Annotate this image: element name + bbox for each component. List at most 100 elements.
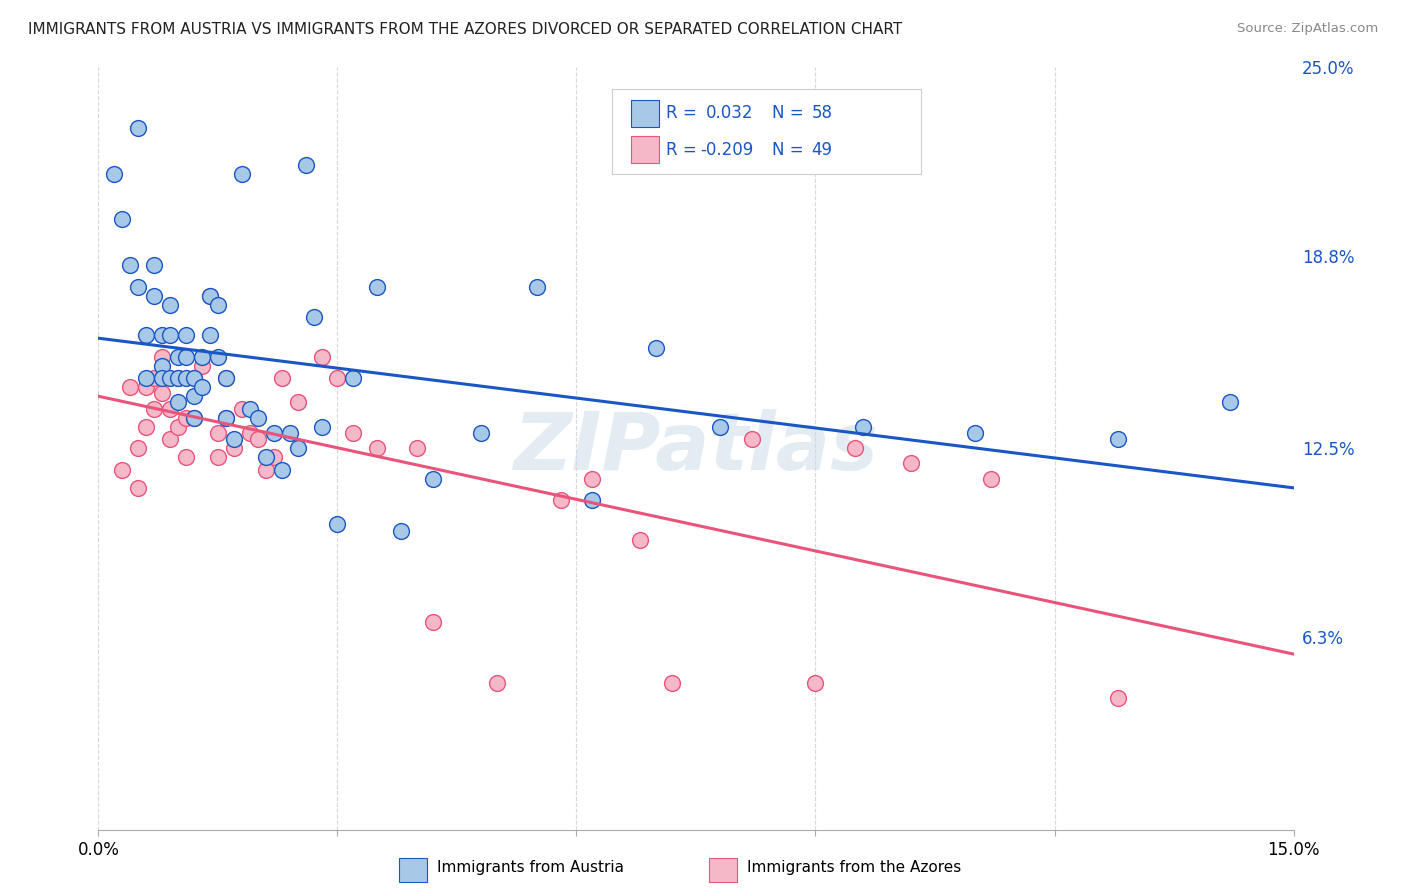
Text: IMMIGRANTS FROM AUSTRIA VS IMMIGRANTS FROM THE AZORES DIVORCED OR SEPARATED CORR: IMMIGRANTS FROM AUSTRIA VS IMMIGRANTS FR… xyxy=(28,22,903,37)
Text: 49: 49 xyxy=(811,141,832,159)
Point xyxy=(111,462,134,476)
Point xyxy=(207,350,229,364)
Point xyxy=(270,462,292,476)
Point xyxy=(127,279,149,293)
Point xyxy=(167,371,190,385)
Text: 58: 58 xyxy=(811,104,832,122)
Point xyxy=(302,310,325,324)
Point xyxy=(215,371,238,385)
Point xyxy=(326,371,349,385)
Point xyxy=(159,328,181,343)
Point xyxy=(135,328,157,343)
Point xyxy=(167,420,190,434)
Point xyxy=(159,432,181,446)
Text: 0.032: 0.032 xyxy=(706,104,754,122)
Point xyxy=(150,371,173,385)
Point xyxy=(422,472,444,486)
Point xyxy=(174,410,197,425)
Point xyxy=(287,441,309,455)
Point xyxy=(263,450,285,465)
Point xyxy=(215,410,238,425)
Point xyxy=(143,401,166,416)
Point xyxy=(661,676,683,690)
Point xyxy=(127,481,149,495)
Point xyxy=(174,328,197,343)
Point xyxy=(174,450,197,465)
Point xyxy=(198,289,221,303)
Point xyxy=(1107,691,1129,706)
Point xyxy=(422,615,444,629)
Point xyxy=(183,389,205,403)
Point xyxy=(963,425,986,440)
Point xyxy=(278,425,301,440)
Point xyxy=(270,371,292,385)
Point xyxy=(191,359,214,373)
Point xyxy=(150,386,173,401)
Point xyxy=(246,432,269,446)
Point xyxy=(174,350,197,364)
Point xyxy=(311,420,333,434)
Point xyxy=(311,350,333,364)
Point xyxy=(526,279,548,293)
Point xyxy=(485,676,508,690)
Point xyxy=(191,380,214,394)
Point xyxy=(167,395,190,409)
Point xyxy=(254,462,277,476)
Text: Immigrants from the Azores: Immigrants from the Azores xyxy=(747,861,960,875)
Point xyxy=(207,425,229,440)
Point xyxy=(287,395,309,409)
Point xyxy=(294,157,316,171)
Point xyxy=(207,298,229,312)
Point xyxy=(852,420,875,434)
Point xyxy=(143,289,166,303)
Point xyxy=(406,441,429,455)
Point xyxy=(1107,432,1129,446)
Point xyxy=(174,371,197,385)
Point xyxy=(183,371,205,385)
Point xyxy=(159,298,181,312)
Point xyxy=(207,450,229,465)
Point xyxy=(581,493,603,508)
Text: Source: ZipAtlas.com: Source: ZipAtlas.com xyxy=(1237,22,1378,36)
Point xyxy=(120,380,142,394)
Y-axis label: Divorced or Separated: Divorced or Separated xyxy=(45,355,63,541)
Point xyxy=(628,533,651,547)
Point xyxy=(222,432,245,446)
Text: N =: N = xyxy=(772,104,808,122)
Point xyxy=(120,258,142,272)
Point xyxy=(741,432,763,446)
Point xyxy=(127,441,149,455)
Point xyxy=(183,371,205,385)
Point xyxy=(135,420,157,434)
Point xyxy=(389,524,412,538)
Point xyxy=(135,371,157,385)
Text: ZIPatlas: ZIPatlas xyxy=(513,409,879,487)
Point xyxy=(263,425,285,440)
Text: Immigrants from Austria: Immigrants from Austria xyxy=(437,861,624,875)
Point xyxy=(581,472,603,486)
Point xyxy=(167,350,190,364)
Point xyxy=(900,457,922,471)
Point xyxy=(150,350,173,364)
Point xyxy=(231,167,253,181)
Point xyxy=(1219,395,1241,409)
Point xyxy=(135,380,157,394)
Point xyxy=(143,371,166,385)
Point xyxy=(239,425,262,440)
Point xyxy=(844,441,866,455)
Point xyxy=(215,371,238,385)
Point xyxy=(143,258,166,272)
Point xyxy=(183,410,205,425)
Point xyxy=(366,441,388,455)
Point xyxy=(215,410,238,425)
Text: R =: R = xyxy=(666,141,703,159)
Point xyxy=(254,450,277,465)
Point xyxy=(159,371,181,385)
Point xyxy=(550,493,572,508)
Point xyxy=(326,517,349,532)
Point xyxy=(167,371,190,385)
Text: R =: R = xyxy=(666,104,703,122)
Point xyxy=(150,328,173,343)
Point xyxy=(470,425,492,440)
Point xyxy=(103,167,125,181)
